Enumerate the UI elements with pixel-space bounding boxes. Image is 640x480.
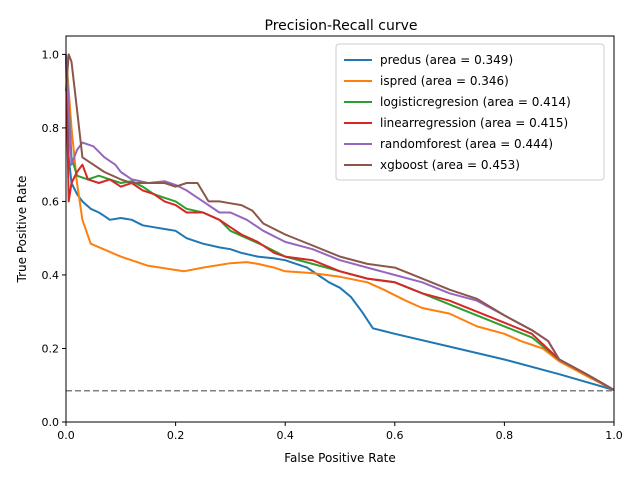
x-axis-label: False Positive Rate	[284, 451, 396, 465]
x-tick-label: 0.6	[386, 429, 404, 442]
y-axis: 0.0 0.2 0.4 0.6 0.8 1.0	[42, 48, 66, 429]
series-line-1	[65, 54, 615, 391]
x-tick-label: 0.4	[276, 429, 294, 442]
legend: predus (area = 0.349) ispred (area = 0.34…	[335, 43, 605, 181]
y-tick-label: 0.0	[42, 416, 60, 429]
y-tick-label: 1.0	[42, 48, 60, 61]
y-tick-label: 0.2	[42, 342, 60, 355]
x-tick-label: 0.8	[496, 429, 514, 442]
legend-label-6: xgboost (area = 0.453)	[380, 158, 520, 172]
legend-label-1: predus (area = 0.349)	[380, 53, 513, 67]
y-tick-label: 0.6	[42, 195, 60, 208]
y-tick-label: 0.8	[42, 122, 60, 135]
legend-label-2: ispred (area = 0.346)	[380, 74, 509, 88]
plot-series	[65, 53, 615, 391]
series-line-2	[65, 54, 615, 391]
legend-label-4: linearregression (area = 0.415)	[380, 116, 568, 130]
y-axis-label: True Positive Rate	[15, 176, 29, 284]
x-tick-label: 0.2	[167, 429, 185, 442]
x-axis: 0.0 0.2 0.4 0.6 0.8 1.0	[57, 422, 623, 442]
chart-title: Precision-Recall curve	[265, 18, 418, 34]
legend-box	[335, 43, 605, 181]
x-tick-label: 0.0	[57, 429, 75, 442]
x-tick-label: 1.0	[605, 429, 623, 442]
legend-label-5: randomforest (area = 0.444)	[380, 137, 553, 151]
y-tick-label: 0.4	[42, 269, 60, 282]
legend-label-3: logisticregresion (area = 0.414)	[380, 95, 571, 109]
series-line-4	[65, 54, 615, 391]
plot-frame	[65, 35, 615, 423]
series-line-6	[65, 53, 615, 391]
